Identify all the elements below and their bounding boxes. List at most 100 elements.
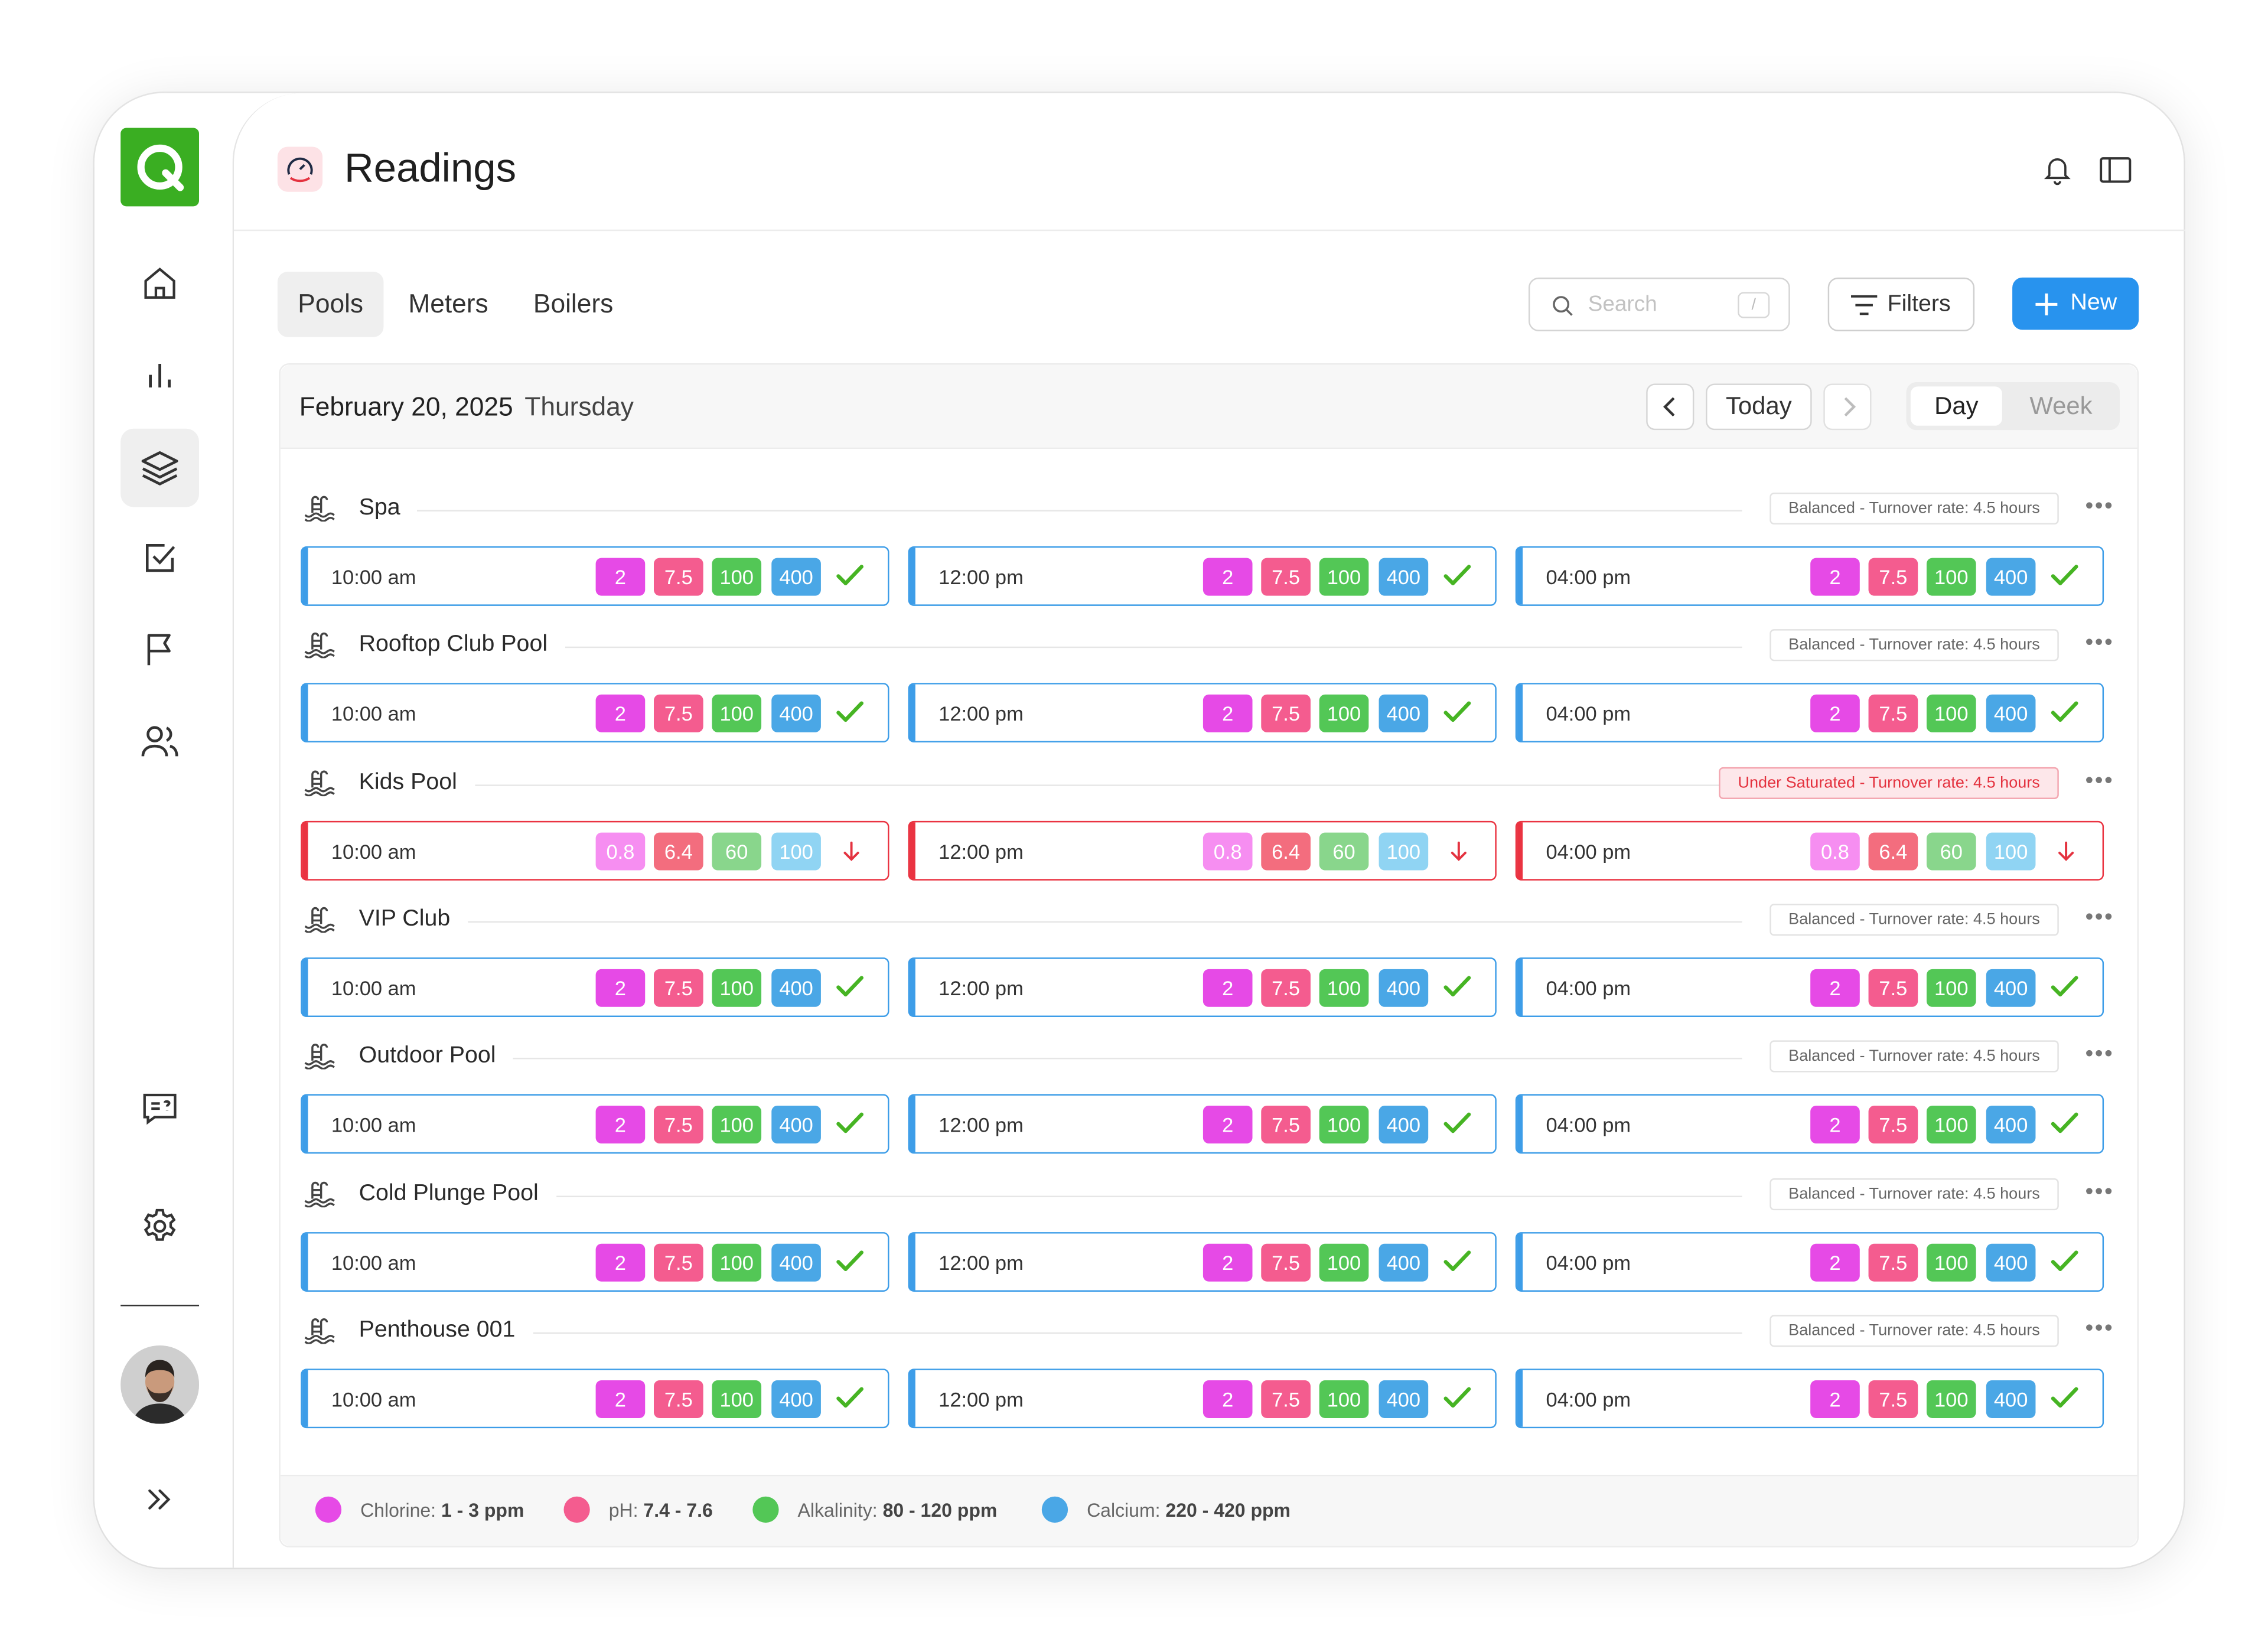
reading-value-chip: 2: [595, 695, 646, 733]
reading-value-chip: 0.8: [1203, 832, 1253, 870]
more-options-icon[interactable]: •••: [2085, 1316, 2114, 1341]
legend-range: 7.4 - 7.6: [643, 1499, 713, 1521]
alkalinity-dot: [752, 1496, 779, 1523]
filters-label: Filters: [1887, 292, 1951, 317]
reading-card[interactable]: 04:00 pm 2 7.5 100 400: [1515, 1094, 2104, 1154]
home-icon[interactable]: [120, 244, 199, 322]
reading-accent-bar: [1517, 1233, 1523, 1290]
more-options-icon[interactable]: •••: [2085, 905, 2114, 930]
search-placeholder: Search: [1588, 292, 1657, 317]
reading-card[interactable]: 12:00 pm 2 7.5 100 400: [908, 1231, 1497, 1291]
more-options-icon[interactable]: •••: [2085, 631, 2114, 656]
feedback-icon[interactable]: [120, 1070, 199, 1148]
pool-icon: [304, 1318, 335, 1351]
reading-value-chip: 400: [1986, 558, 2036, 596]
search-input[interactable]: Search /: [1528, 277, 1790, 331]
today-button[interactable]: Today: [1706, 383, 1812, 431]
legend-label: pH:: [608, 1499, 638, 1521]
view-week[interactable]: Week: [2029, 392, 2093, 420]
reading-value-chip: 60: [712, 832, 762, 870]
reading-value-chip: 100: [1926, 558, 1976, 596]
expand-icon[interactable]: [120, 1460, 199, 1539]
reading-card[interactable]: 10:00 am 2 7.5 100 400: [301, 957, 889, 1017]
more-options-icon[interactable]: •••: [2085, 768, 2114, 793]
reading-accent-bar: [1517, 822, 1523, 879]
chart-icon[interactable]: [120, 335, 199, 414]
reading-card[interactable]: 10:00 am 2 7.5 100 400: [301, 1094, 889, 1154]
reading-value-chip: 400: [1986, 695, 2036, 733]
reading-value-chip: 7.5: [1868, 1106, 1918, 1144]
settings-icon[interactable]: [120, 1187, 199, 1266]
pool-divider: [387, 784, 1742, 786]
reading-value-chip: 100: [712, 1106, 762, 1144]
reading-time: 04:00 pm: [1546, 565, 1631, 589]
readings-card: February 20, 2025 Thursday Today Day Week…: [279, 363, 2139, 1547]
reading-card[interactable]: 04:00 pm 2 7.5 100 400: [1515, 683, 2104, 743]
check-icon: [836, 1249, 865, 1279]
reading-card[interactable]: 04:00 pm 2 7.5 100 400: [1515, 1231, 2104, 1291]
reading-card[interactable]: 10:00 am 2 7.5 100 400: [301, 1368, 889, 1428]
reading-value-chip: 7.5: [654, 1106, 703, 1144]
reading-accent-bar: [302, 548, 308, 605]
reading-card[interactable]: 10:00 am 2 7.5 100 400: [301, 1231, 889, 1291]
logo[interactable]: [120, 128, 200, 207]
reading-card[interactable]: 12:00 pm 2 7.5 100 400: [908, 957, 1497, 1017]
check-icon: [1443, 1249, 1472, 1279]
legend-alkalinity: Alkalinity: 80 - 120 ppm: [752, 1496, 997, 1523]
reading-value-chip: 100: [1379, 832, 1429, 870]
reading-card[interactable]: 04:00 pm 2 7.5 100 400: [1515, 546, 2104, 606]
reading-value-chip: 400: [1379, 969, 1429, 1007]
users-icon[interactable]: [120, 702, 199, 780]
reading-time: 04:00 pm: [1546, 1250, 1631, 1274]
reading-card[interactable]: 12:00 pm 2 7.5 100 400: [908, 546, 1497, 606]
legend-label: Alkalinity:: [797, 1499, 878, 1521]
tab-boilers[interactable]: Boilers: [533, 289, 614, 318]
filters-button[interactable]: Filters: [1827, 277, 1975, 331]
reading-value-chip: 400: [1986, 1380, 2036, 1418]
reading-card[interactable]: 12:00 pm 2 7.5 100 400: [908, 683, 1497, 743]
reading-time: 10:00 am: [331, 565, 416, 589]
pool-row: VIP Club Balanced - Turnover rate: 4.5 ho…: [301, 901, 2126, 1037]
layers-icon[interactable]: [120, 428, 200, 507]
more-options-icon[interactable]: •••: [2085, 494, 2114, 519]
panel-toggle-icon[interactable]: [2100, 155, 2132, 192]
bell-icon[interactable]: [2041, 154, 2073, 193]
check-icon: [1443, 1386, 1472, 1416]
reading-card[interactable]: 10:00 am 0.8 6.4 60 100: [301, 820, 889, 880]
tab-pools[interactable]: Pools: [277, 272, 384, 337]
reading-card[interactable]: 04:00 pm 2 7.5 100 400: [1515, 957, 2104, 1017]
flag-icon[interactable]: [120, 610, 199, 689]
reading-card[interactable]: 10:00 am 2 7.5 100 400: [301, 546, 889, 606]
checkbox-icon[interactable]: [120, 519, 199, 597]
reading-value-chip: 400: [771, 1106, 821, 1144]
status-badge: Balanced - Turnover rate: 4.5 hours: [1770, 629, 2059, 662]
reading-card[interactable]: 10:00 am 2 7.5 100 400: [301, 683, 889, 743]
reading-value-chip: 400: [771, 1243, 821, 1281]
tab-meters[interactable]: Meters: [408, 289, 488, 318]
more-options-icon[interactable]: •••: [2085, 1179, 2114, 1204]
more-options-icon[interactable]: •••: [2085, 1042, 2114, 1067]
reading-time: 04:00 pm: [1546, 702, 1631, 726]
pool-icon: [304, 907, 335, 940]
reading-value-chip: 7.5: [654, 695, 703, 733]
reading-card[interactable]: 04:00 pm 2 7.5 100 400: [1515, 1368, 2104, 1428]
reading-card[interactable]: 12:00 pm 0.8 6.4 60 100: [908, 820, 1497, 880]
avatar[interactable]: [120, 1345, 200, 1424]
reading-value-chip: 7.5: [1261, 1243, 1311, 1281]
new-button[interactable]: New: [2012, 277, 2139, 330]
reading-accent-bar: [302, 959, 308, 1016]
reading-card[interactable]: 04:00 pm 0.8 6.4 60 100: [1515, 820, 2104, 880]
pool-divider: [387, 1332, 1742, 1334]
prev-day-button[interactable]: [1646, 383, 1695, 431]
reading-value-chip: 100: [712, 695, 762, 733]
reading-value-chip: 2: [1810, 969, 1860, 1007]
reading-time: 04:00 pm: [1546, 976, 1631, 1000]
reading-card[interactable]: 12:00 pm 2 7.5 100 400: [908, 1368, 1497, 1428]
legend-label: Calcium:: [1087, 1499, 1161, 1521]
next-day-button[interactable]: [1823, 383, 1872, 431]
reading-value-chip: 100: [712, 1243, 762, 1281]
reading-value-chip: 400: [1986, 969, 2036, 1007]
reading-card[interactable]: 12:00 pm 2 7.5 100 400: [908, 1094, 1497, 1154]
check-icon: [1443, 1112, 1472, 1142]
view-day[interactable]: Day: [1910, 386, 2002, 426]
